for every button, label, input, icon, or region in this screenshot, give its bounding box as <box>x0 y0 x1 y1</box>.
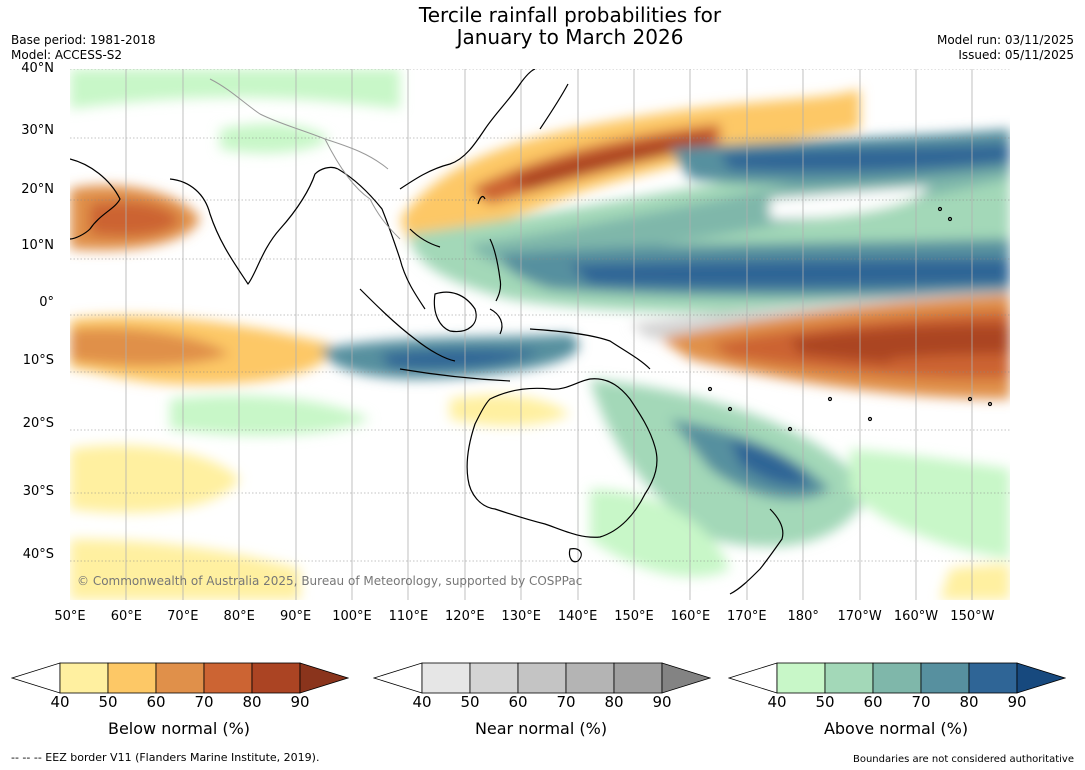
colorbar-above <box>728 662 1066 694</box>
colorbar-near-label: Near normal (%) <box>474 719 608 738</box>
lon-label-1: 60°E <box>110 609 143 624</box>
lon-label-8: 130°E <box>501 609 541 624</box>
colorbar-near-low-extend <box>373 662 423 694</box>
probability-map: © Commonwealth of Australia 2025, Bureau… <box>70 69 1010 600</box>
colorbar-above-tick-0: 40 <box>767 693 787 711</box>
colorbar-near-tick-5: 90 <box>652 693 672 711</box>
lon-label-4: 90°E <box>279 609 312 624</box>
coastlines <box>70 69 993 595</box>
lon-label-13: 180° <box>787 609 819 624</box>
colorbar-near-segment-2 <box>517 662 567 694</box>
colorbar-near-high-extend <box>661 662 711 694</box>
copyright-notice: © Commonwealth of Australia 2025, Bureau… <box>77 574 583 588</box>
colorbar-near-tick-4: 80 <box>604 693 624 711</box>
lat-label-0: 40°N <box>21 61 54 76</box>
colorbar-above-tick-4: 80 <box>959 693 979 711</box>
colorbar-near-tick-1: 50 <box>460 693 480 711</box>
meridians <box>125 69 973 600</box>
colorbar-below-tick-1: 50 <box>98 693 118 711</box>
colorbar-below-segment-2 <box>155 662 205 694</box>
map-frame <box>70 69 1010 600</box>
colorbar-near-tick-2: 60 <box>508 693 528 711</box>
lat-label-1: 30°N <box>21 123 54 138</box>
lat-label-3: 10°N <box>21 238 54 253</box>
base-period: Base period: 1981-2018 <box>11 33 156 47</box>
colorbar-below-low-extend <box>11 662 61 694</box>
colorbar-above-segment-3 <box>920 662 970 694</box>
colorbar-near-segment-1 <box>469 662 519 694</box>
graticule <box>70 69 1010 562</box>
lon-label-5: 100°E <box>332 609 372 624</box>
lat-label-5: 10°S <box>22 353 54 368</box>
colorbar-below-tick-4: 80 <box>242 693 262 711</box>
colorbar-above-segment-0 <box>776 662 826 694</box>
colorbar-above-tick-2: 60 <box>863 693 883 711</box>
colorbar-below-segment-4 <box>251 662 301 694</box>
lon-label-6: 110°E <box>388 609 429 624</box>
lat-label-4: 0° <box>39 295 54 310</box>
colorbar-below <box>11 662 349 694</box>
colorbar-near-tick-0: 40 <box>412 693 432 711</box>
lat-label-8: 40°S <box>22 547 54 562</box>
lon-label-11: 160°E <box>670 609 711 624</box>
lon-label-15: 160°W <box>893 609 939 624</box>
lon-label-2: 70°E <box>167 609 199 624</box>
colorbar-above-tick-1: 50 <box>815 693 835 711</box>
eez-footnote: -- -- -- EEZ border V11 (Flanders Marine… <box>11 751 320 764</box>
colorbar-near-tick-3: 70 <box>556 693 576 711</box>
country-borders <box>209 78 401 240</box>
colorbar-above-segment-1 <box>824 662 874 694</box>
lon-label-10: 150°E <box>614 609 654 624</box>
lon-label-7: 120°E <box>445 609 485 624</box>
lon-label-9: 140°E <box>557 609 598 624</box>
lat-label-6: 20°S <box>22 416 54 431</box>
colorbar-below-segment-3 <box>203 662 253 694</box>
boundaries-footnote: Boundaries are not considered authoritat… <box>852 754 1074 765</box>
issued-date: Issued: 05/11/2025 <box>958 48 1074 62</box>
rainfall-shading <box>70 69 1010 600</box>
colorbar-below-high-extend <box>299 662 349 694</box>
colorbar-below-tick-5: 90 <box>290 693 310 711</box>
model-name: Model: ACCESS-S2 <box>11 48 123 62</box>
colorbar-above-tick-3: 70 <box>911 693 931 711</box>
colorbar-below-tick-3: 70 <box>194 693 214 711</box>
colorbar-near-segment-0 <box>421 662 471 694</box>
colorbar-above-segment-2 <box>872 662 922 694</box>
colorbar-below-tick-0: 40 <box>50 693 70 711</box>
colorbar-below-tick-2: 60 <box>146 693 166 711</box>
map-title: Tercile rainfall probabilities for Janua… <box>0 4 1085 48</box>
colorbar-above-label: Above normal (%) <box>823 719 969 738</box>
colorbar-below-segment-0 <box>59 662 109 694</box>
lon-label-16: 150°W <box>950 609 995 624</box>
lon-label-3: 80°E <box>223 609 255 624</box>
model-run: Model run: 03/11/2025 <box>936 33 1074 47</box>
colorbar-above-segment-4 <box>968 662 1018 694</box>
colorbar-above-high-extend <box>1016 662 1066 694</box>
title-line-2: January to March 2026 <box>456 25 684 49</box>
lon-label-0: 50°E <box>54 609 86 624</box>
colorbar-below-segment-1 <box>107 662 157 694</box>
colorbar-near-segment-3 <box>565 662 615 694</box>
colorbar-near-segment-4 <box>613 662 663 694</box>
colorbar-below-label: Below normal (%) <box>107 719 251 738</box>
colorbar-above-tick-5: 90 <box>1007 693 1027 711</box>
lon-label-14: 170°W <box>837 609 882 624</box>
lat-label-2: 20°N <box>21 182 54 197</box>
colorbar-near <box>373 662 711 694</box>
colorbar-above-low-extend <box>728 662 778 694</box>
lat-label-7: 30°S <box>22 484 54 499</box>
title-line-1: Tercile rainfall probabilities for <box>418 3 722 27</box>
lon-label-12: 170°E <box>727 609 767 624</box>
